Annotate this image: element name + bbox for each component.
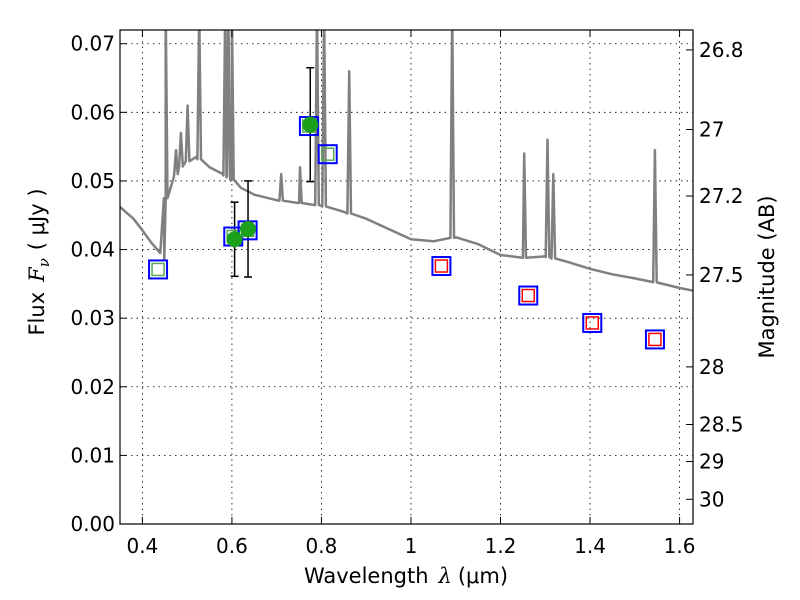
x-axis: 0.4 0.6 0.8 1 1.2 1.4 1.6	[126, 30, 695, 558]
model-marker	[434, 259, 449, 273]
plot-frame	[119, 29, 694, 525]
y-axis-label-unit: ( μJy )	[25, 188, 49, 250]
observed-point	[302, 116, 319, 133]
model-marker	[151, 262, 165, 277]
y2-tick-label: 30	[699, 487, 724, 511]
grid	[120, 30, 693, 525]
y2-tick-label: 28.5	[699, 413, 744, 437]
y-tick-label: 0.02	[70, 375, 115, 399]
x-tick-label: 0.8	[306, 534, 338, 558]
x-tick-label: 1.2	[485, 534, 517, 558]
y-axis-label-symbol: F	[25, 266, 49, 283]
observed-point	[240, 220, 257, 237]
model-box	[431, 256, 452, 277]
model-marker	[320, 147, 335, 161]
y-tick-label: 0.01	[70, 443, 115, 467]
y2-axis-label: Magnitude (AB)	[755, 195, 779, 358]
x-tick-label: 0.6	[216, 534, 248, 558]
x-tick-label: 0.4	[126, 534, 158, 558]
x-tick-label: 1.6	[664, 534, 696, 558]
model-box	[518, 285, 539, 306]
observed-point	[226, 231, 243, 248]
plot-area	[120, 30, 693, 350]
y-tick-label: 0.03	[70, 306, 115, 330]
y-tick-label: 0.07	[70, 32, 115, 56]
y2-axis: 26.8 27 27.2 27.5 28 28.5 29 30	[686, 38, 744, 511]
y-tick-label: 0.04	[70, 238, 115, 262]
y2-tick-label: 26.8	[699, 38, 744, 62]
y-axis: 0.00 0.01 0.02 0.03 0.04 0.05 0.06 0.07	[70, 32, 127, 536]
model-marker	[648, 332, 662, 347]
spectrum-line	[120, 30, 693, 292]
y2-tick-label: 27	[699, 117, 724, 141]
y-axis-label-subscript: ν	[35, 258, 53, 267]
y2-tick-label: 29	[699, 450, 724, 474]
model-box	[148, 259, 169, 280]
model-box	[317, 144, 338, 165]
model-marker	[585, 316, 600, 330]
x-axis-label-prefix: Wavelength	[304, 564, 429, 588]
y-tick-label: 0.06	[70, 100, 115, 124]
model-marker	[521, 288, 536, 303]
y-tick-label: 0.05	[70, 169, 115, 193]
x-axis-label-symbol: λ	[438, 564, 452, 588]
x-tick-label: 1.4	[574, 534, 606, 558]
y-axis-label-prefix: Flux	[25, 292, 49, 336]
y2-tick-label: 27.2	[699, 184, 744, 208]
y2-tick-label: 27.5	[699, 263, 744, 287]
x-axis-label-unit: (μm)	[458, 564, 508, 588]
model-box	[644, 329, 665, 350]
x-tick-label: 1	[405, 534, 418, 558]
y-axis-label: Flux Fν ( μJy )	[25, 188, 53, 335]
y2-tick-label: 28	[699, 355, 724, 379]
y-tick-label: 0.00	[70, 512, 115, 536]
model-box	[582, 312, 603, 333]
x-axis-label: Wavelength λ (μm)	[304, 564, 508, 588]
